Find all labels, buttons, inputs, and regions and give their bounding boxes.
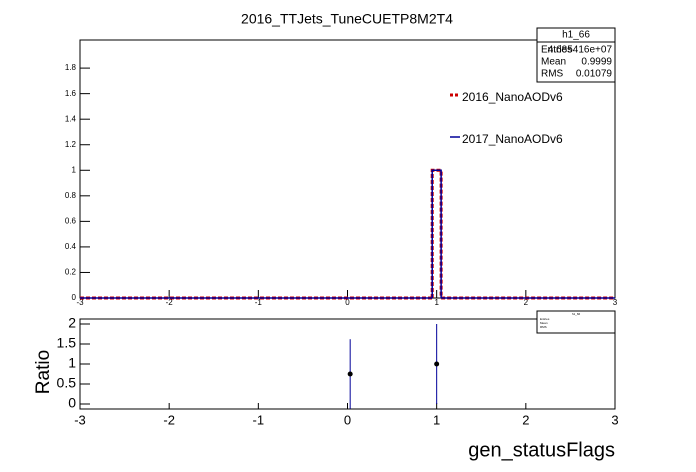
x-tick-label: 3 <box>613 298 618 307</box>
y-tick-label: 1.8 <box>65 63 77 72</box>
y-tick-label: 0.2 <box>65 268 77 277</box>
stats-value: 0.01079 <box>576 69 613 80</box>
x-tick-label: 0 <box>345 298 350 307</box>
x-tick-label: 1 <box>433 412 440 427</box>
histogram-bin <box>430 168 443 298</box>
y-tick-label: 0 <box>68 395 76 411</box>
ratio-stats-box: h1_66 <box>536 310 616 334</box>
stats-key: RMS <box>541 69 564 80</box>
x-tick-label: 3 <box>611 412 618 427</box>
y-tick-label: 1.5 <box>57 335 77 351</box>
stats-value: 4.685416e+07 <box>548 45 613 56</box>
ratio-point <box>434 361 440 367</box>
chart-title: 2016_TTJets_TuneCUETP8M2T4 <box>241 11 453 27</box>
ratio-stats-key: Mean <box>540 321 548 325</box>
top-frame <box>79 39 616 299</box>
x-tick-label: 2 <box>524 298 529 307</box>
stats-key: Mean <box>541 57 566 68</box>
stats-frame <box>536 27 616 83</box>
x-tick-label: 2 <box>522 412 529 427</box>
bottom-frame <box>79 318 616 410</box>
legend-label: 2017_NanoAODv6 <box>462 132 563 146</box>
x-tick-label: -2 <box>166 298 174 307</box>
x-axis-label: gen_statusFlags <box>468 439 615 461</box>
ratio-stats-frame <box>536 310 616 334</box>
stats-title: h1_66 <box>562 30 590 41</box>
y-tick-label: 0.8 <box>65 191 77 200</box>
x-tick-label: -2 <box>163 412 175 427</box>
y-tick-label: 0.6 <box>65 216 77 225</box>
y-tick-label: 0 <box>72 293 77 302</box>
stats-box: h1_66 <box>536 27 616 83</box>
y-tick-label: 2 <box>68 315 76 331</box>
y-tick-label: 0.4 <box>65 242 77 251</box>
ratio-point <box>347 371 353 377</box>
ratio-stats-title: h1_66 <box>572 312 581 316</box>
x-tick-label: -1 <box>253 412 265 427</box>
x-tick-label: 0 <box>344 412 351 427</box>
stats-key: Entries <box>541 45 572 56</box>
x-tick-label: -3 <box>76 298 84 307</box>
y-tick-label: 1.2 <box>65 140 77 149</box>
y-tick-label: 1 <box>72 165 77 174</box>
legend-label: 2016_NanoAODv6 <box>462 90 563 104</box>
y-axis-label: Ratio <box>33 350 54 394</box>
histogram-bin <box>431 169 442 298</box>
ratio-stats-key: Entries <box>540 317 550 321</box>
x-tick-label: -1 <box>255 298 263 307</box>
y-tick-label: 1.4 <box>65 114 77 123</box>
y-tick-label: 1.6 <box>65 89 77 98</box>
stats-value: 0.9999 <box>581 57 612 68</box>
x-tick-label: -3 <box>74 412 86 427</box>
ratio-stats-key: RMS <box>540 325 547 329</box>
y-tick-label: 1 <box>68 355 76 371</box>
y-tick-label: 0.5 <box>57 375 77 391</box>
x-tick-label: 1 <box>434 298 439 307</box>
